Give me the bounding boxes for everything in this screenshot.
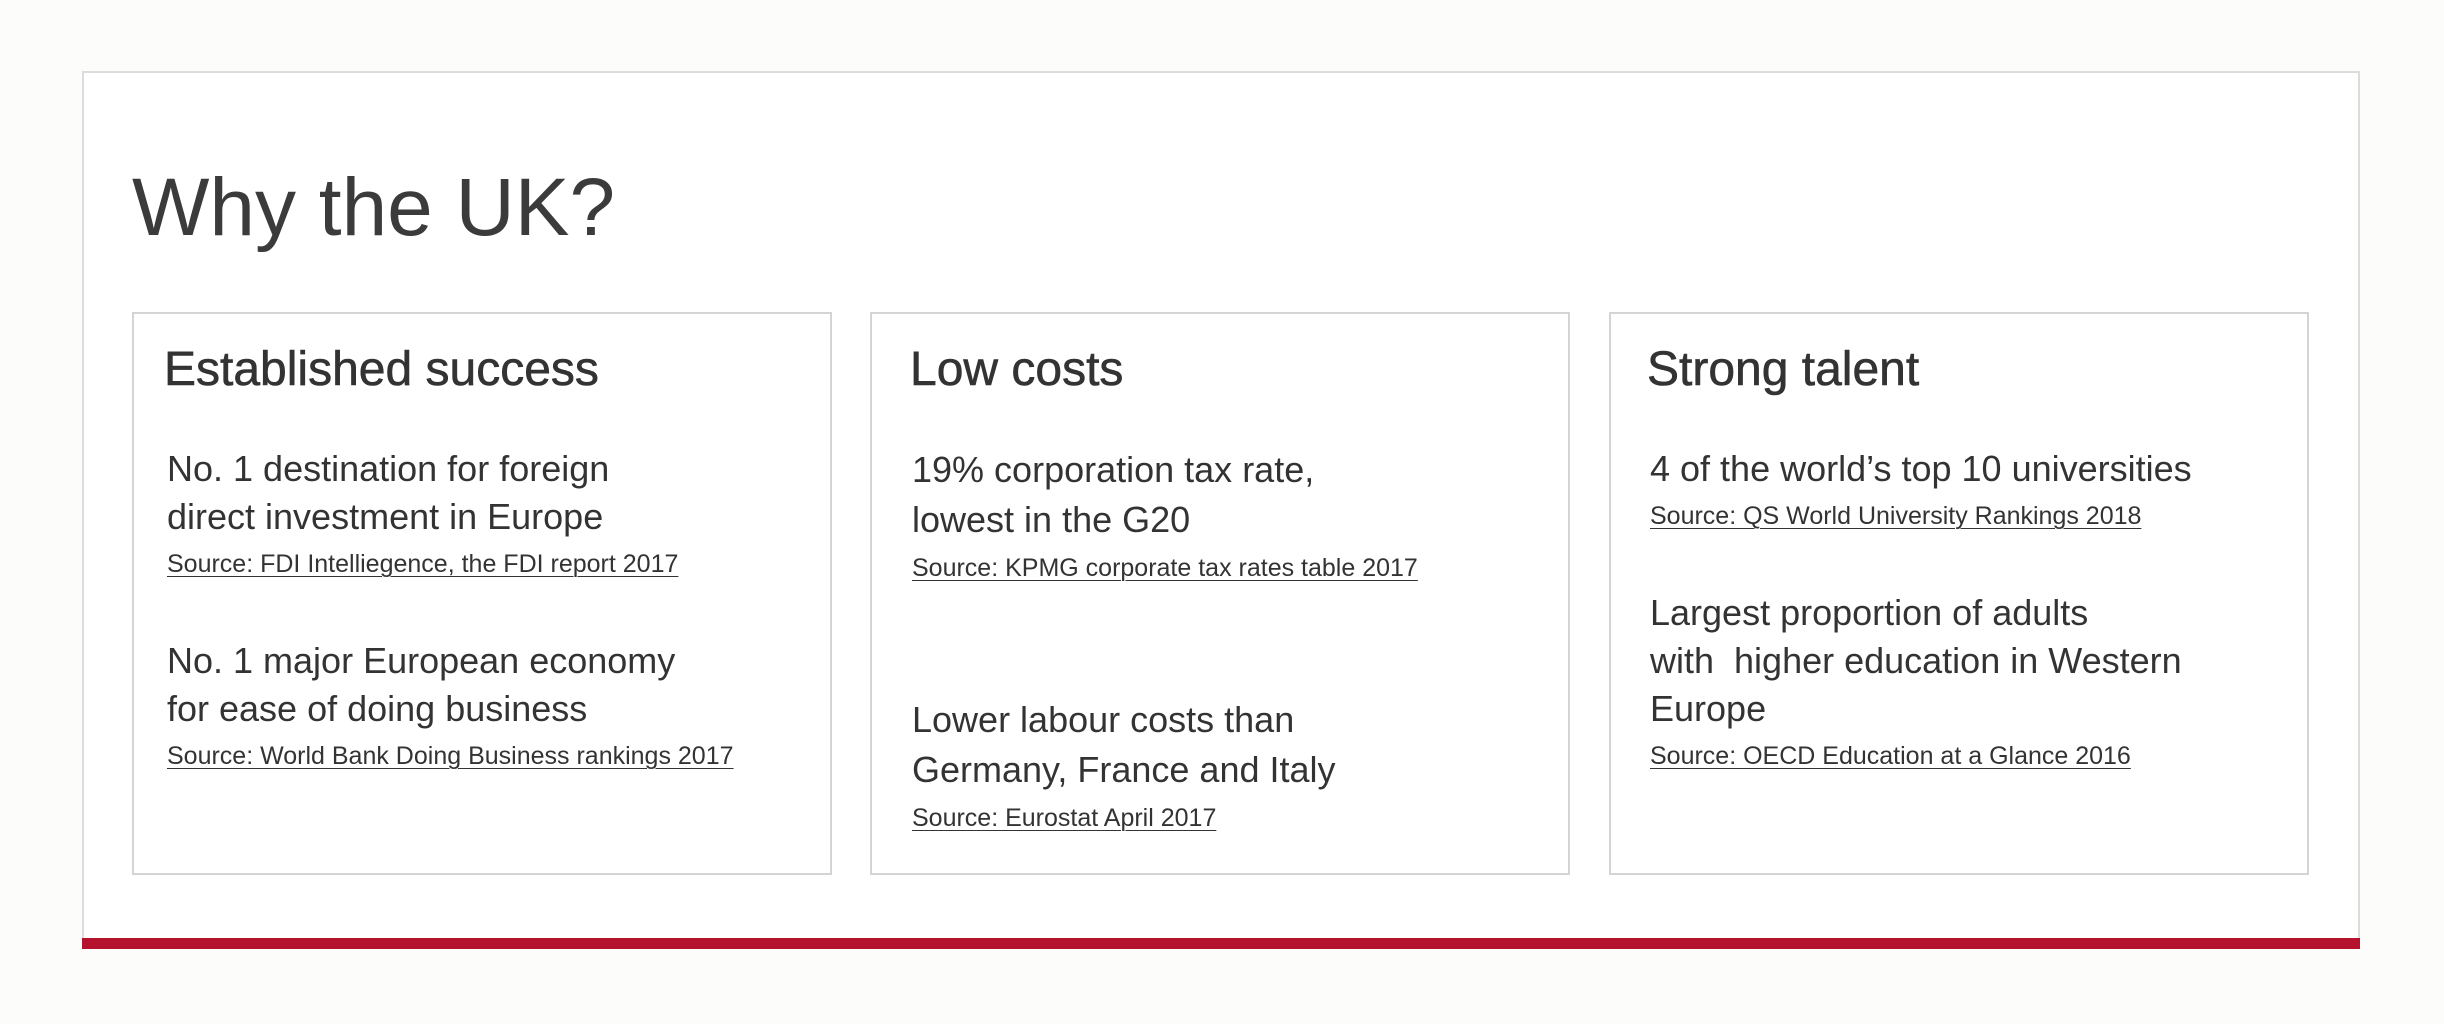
fact-text: Largest proportion of adults with higher…: [1650, 589, 2290, 733]
card-low-costs: Low costs 19% corporation tax rate, lowe…: [870, 312, 1570, 875]
fact-text-line: Largest proportion of adults: [1650, 592, 2089, 633]
source-link[interactable]: Source: World Bank Doing Business rankin…: [167, 742, 734, 770]
fact-text-line: Lower labour costs than: [912, 699, 1295, 740]
fact-text-line: Germany, France and Italy: [912, 749, 1336, 790]
why-uk-panel: Why the UK? Established success No. 1 de…: [82, 71, 2360, 946]
fact-text: 4 of the world’s top 10 universities: [1650, 445, 2290, 493]
source-link[interactable]: Source: FDI Intelliegence, the FDI repor…: [167, 550, 679, 578]
fact-item: Largest proportion of adults with higher…: [1650, 589, 2290, 773]
card-established-success: Established success No. 1 destination fo…: [132, 312, 832, 875]
fact-text-line: lowest in the G20: [912, 499, 1191, 540]
fact-item: No. 1 major European economy for ease of…: [167, 637, 807, 773]
fact-text-line: with higher education in Western: [1650, 640, 2182, 681]
fact-text-line: for ease of doing business: [167, 688, 588, 729]
fact-text-line: No. 1 major European economy: [167, 640, 676, 681]
fact-text: Lower labour costs than Germany, France …: [912, 695, 1552, 795]
source-link[interactable]: Source: KPMG corporate tax rates table 2…: [912, 554, 1418, 582]
source-link[interactable]: Source: Eurostat April 2017: [912, 804, 1217, 832]
fact-text-line: direct investment in Europe: [167, 496, 604, 537]
fact-text-line: No. 1 destination for foreign: [167, 448, 610, 489]
fact-item: Lower labour costs than Germany, France …: [912, 695, 1552, 835]
card-title: Strong talent: [1647, 343, 1920, 397]
source-link[interactable]: Source: OECD Education at a Glance 2016: [1650, 742, 2131, 770]
fact-item: 19% corporation tax rate, lowest in the …: [912, 445, 1552, 585]
accent-bar: [82, 938, 2360, 949]
card-strong-talent: Strong talent 4 of the world’s top 10 un…: [1609, 312, 2309, 875]
source-link[interactable]: Source: QS World University Rankings 201…: [1650, 502, 2142, 530]
fact-text: No. 1 major European economy for ease of…: [167, 637, 807, 733]
page-title: Why the UK?: [132, 162, 616, 253]
fact-text-line: 4 of the world’s top 10 universities: [1650, 448, 2192, 489]
fact-text-line: 19% corporation tax rate,: [912, 449, 1315, 490]
fact-item: 4 of the world’s top 10 universities Sou…: [1650, 445, 2290, 533]
fact-text-line: Europe: [1650, 688, 1767, 729]
fact-text: No. 1 destination for foreign direct inv…: [167, 445, 807, 541]
card-title: Low costs: [910, 343, 1124, 397]
card-title: Established success: [164, 343, 599, 397]
fact-text: 19% corporation tax rate, lowest in the …: [912, 445, 1552, 545]
fact-item: No. 1 destination for foreign direct inv…: [167, 445, 807, 581]
